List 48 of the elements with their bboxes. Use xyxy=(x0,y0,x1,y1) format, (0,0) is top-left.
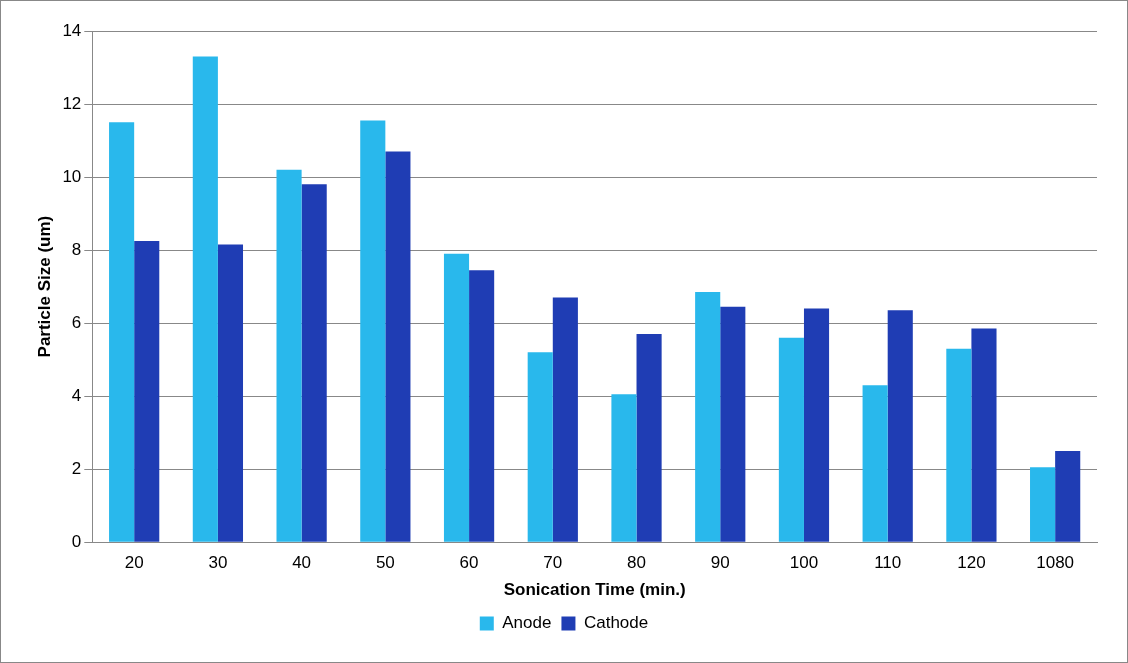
bar xyxy=(862,385,888,542)
y-tick-label: 10 xyxy=(62,166,82,186)
bar xyxy=(611,394,637,542)
x-tick-label: 60 xyxy=(459,553,479,573)
y-tick-label: 8 xyxy=(71,239,82,259)
bar xyxy=(360,120,386,542)
bar xyxy=(109,122,135,542)
bar xyxy=(695,292,721,542)
legend-label: Cathode xyxy=(583,613,649,633)
x-axis-title: Sonication Time (min.) xyxy=(503,580,686,600)
x-tick-label: 80 xyxy=(627,553,646,573)
bar xyxy=(636,334,662,542)
y-tick-label: 0 xyxy=(71,531,82,551)
bar xyxy=(192,56,218,542)
bar xyxy=(1030,467,1056,542)
bar xyxy=(134,240,160,542)
bar xyxy=(301,184,327,542)
x-tick-label: 1080 xyxy=(1036,553,1075,573)
y-tick-label: 2 xyxy=(71,458,82,478)
bar xyxy=(778,337,804,542)
bar xyxy=(552,297,578,542)
bar xyxy=(469,270,495,542)
x-tick-label: 30 xyxy=(208,553,228,573)
bar xyxy=(443,253,470,542)
x-tick-label: 20 xyxy=(124,553,144,573)
bar xyxy=(385,151,411,542)
bar xyxy=(1055,450,1081,542)
y-tick-label: 14 xyxy=(62,20,82,40)
y-tick-label: 6 xyxy=(71,312,82,332)
bar xyxy=(217,244,244,542)
x-tick-label: 120 xyxy=(957,553,986,573)
bar xyxy=(276,169,302,542)
x-tick-label: 70 xyxy=(543,553,563,573)
bar xyxy=(527,352,553,542)
x-tick-label: 90 xyxy=(710,553,730,573)
y-tick-label: 12 xyxy=(62,93,82,113)
bar xyxy=(971,328,997,542)
y-axis-title: Particle Size (um) xyxy=(34,215,54,358)
legend-label: Anode xyxy=(502,613,552,633)
bar xyxy=(720,306,746,542)
x-tick-label: 100 xyxy=(789,553,819,573)
x-tick-label: 50 xyxy=(375,553,395,573)
bar xyxy=(946,348,972,542)
bar xyxy=(887,310,913,542)
y-tick-label: 4 xyxy=(71,385,82,405)
x-tick-label: 40 xyxy=(292,553,312,573)
x-tick-label: 110 xyxy=(874,553,902,573)
bar xyxy=(803,308,830,542)
